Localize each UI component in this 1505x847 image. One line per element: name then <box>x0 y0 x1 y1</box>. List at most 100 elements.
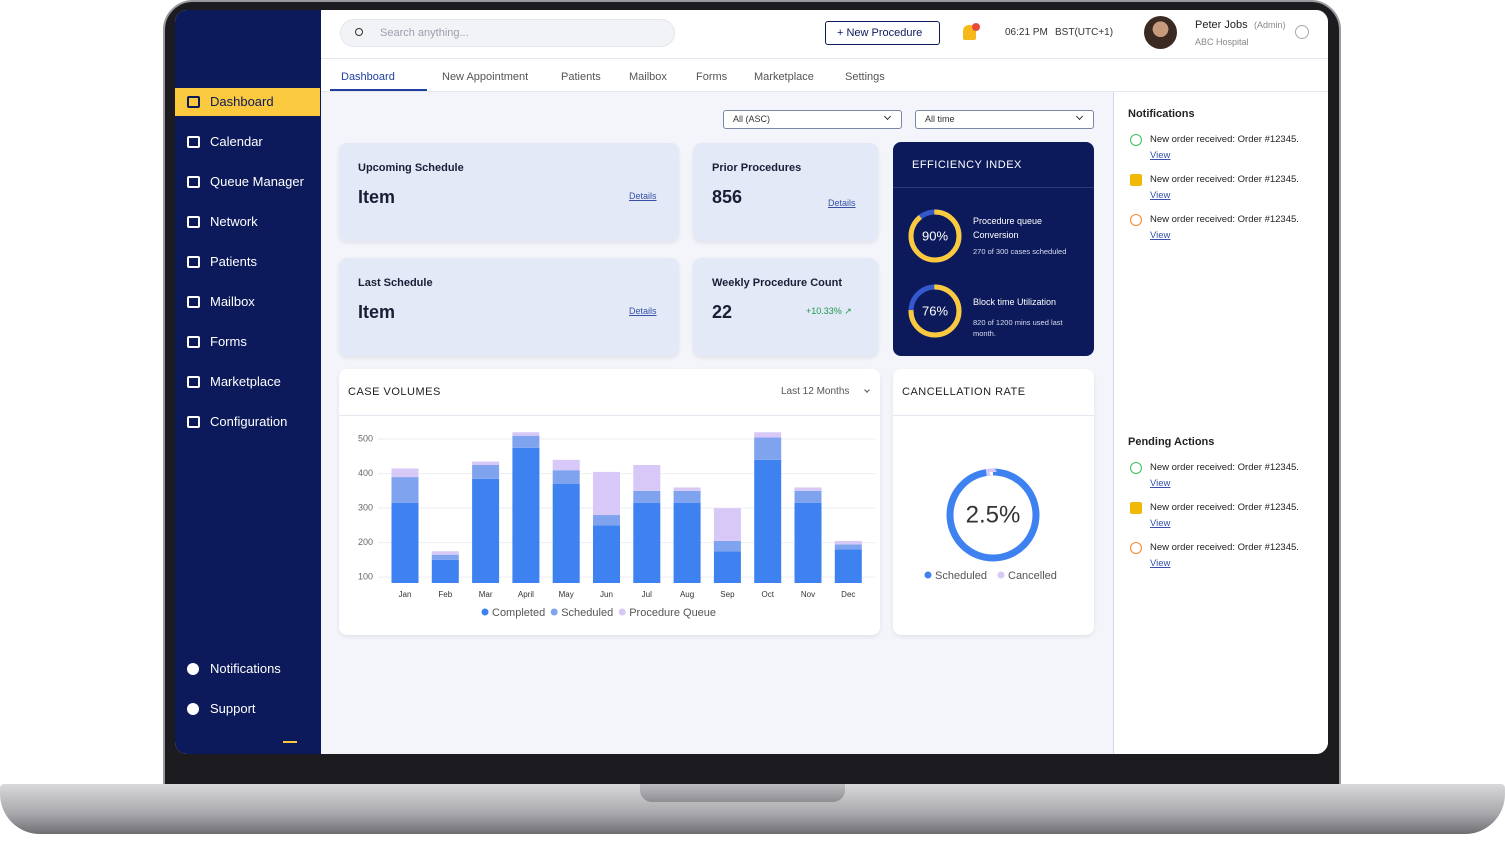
stat-card <box>693 143 878 241</box>
efficiency-item-detail: 270 of 300 cases scheduled <box>973 247 1067 256</box>
sidebar-item[interactable]: Notifications <box>210 661 281 676</box>
details-link[interactable]: Details <box>629 191 657 201</box>
organization: ABC Hospital <box>1195 37 1249 47</box>
user-role: (Admin) <box>1254 20 1286 30</box>
search-icon <box>355 28 363 36</box>
notification-text: New order received: Order #12345. <box>1150 542 1299 553</box>
status-icon <box>1130 134 1142 146</box>
laptop-notch <box>640 784 845 802</box>
details-link[interactable]: Details <box>828 198 856 208</box>
sidebar-icon <box>187 416 200 428</box>
card-value: Item <box>358 187 396 207</box>
new-procedure-label: + New Procedure <box>837 27 923 39</box>
tab[interactable]: New Appointment <box>442 71 529 83</box>
sidebar-icon <box>187 703 199 715</box>
view-link[interactable]: View <box>1150 230 1171 241</box>
chart-card <box>893 369 1094 635</box>
sidebar-item[interactable]: Calendar <box>210 134 263 149</box>
collapse-icon[interactable] <box>283 741 297 743</box>
chart-title: CASE VOLUMES <box>348 386 441 398</box>
efficiency-item-title: Block time Utilization <box>973 297 1057 307</box>
notification-text: New order received: Order #12345. <box>1150 174 1299 185</box>
stat-card <box>339 143 679 241</box>
sidebar-item[interactable]: Support <box>210 701 256 716</box>
avatar <box>1144 16 1177 49</box>
card-value: 22 <box>712 302 733 322</box>
view-link[interactable]: View <box>1150 150 1171 161</box>
status-icon <box>1130 542 1142 554</box>
change-label: +10.33% ↗ <box>806 306 852 316</box>
notification-text: New order received: Order #12345. <box>1150 214 1299 225</box>
right-panel <box>1113 92 1328 754</box>
chart-card <box>339 369 880 635</box>
efficiency-title: EFFICIENCY INDEX <box>912 159 1022 171</box>
sidebar-icon <box>187 216 200 228</box>
filter-dropdown[interactable] <box>915 110 1094 129</box>
sidebar-icon <box>187 256 200 268</box>
card-title: Prior Procedures <box>712 162 802 174</box>
efficiency-item-title: Procedure queue Conversion <box>973 216 1043 240</box>
sidebar-item[interactable]: Dashboard <box>210 94 274 109</box>
user-menu[interactable] <box>1295 25 1309 39</box>
details-link[interactable]: Details <box>629 306 657 316</box>
status-icon <box>1130 174 1142 186</box>
status-icon <box>1130 502 1142 514</box>
view-link[interactable]: View <box>1150 558 1171 569</box>
sidebar-item[interactable]: Forms <box>210 334 247 349</box>
sidebar-icon <box>187 376 200 388</box>
tab[interactable]: Patients <box>561 71 601 83</box>
filter-label: All time <box>925 114 955 124</box>
card-title: Last Schedule <box>358 277 433 289</box>
tab[interactable]: Forms <box>696 71 728 83</box>
sidebar-item[interactable]: Patients <box>210 254 257 269</box>
status-icon <box>1130 214 1142 226</box>
view-link[interactable]: View <box>1150 518 1171 529</box>
sidebar-icon <box>187 176 200 188</box>
chart-title: CANCELLATION RATE <box>902 386 1026 398</box>
tab[interactable]: Mailbox <box>629 71 667 83</box>
sidebar-icon <box>187 96 200 108</box>
bell-badge <box>972 23 980 31</box>
tab-bar <box>321 59 1328 92</box>
new-procedure-button[interactable] <box>825 21 940 45</box>
tab[interactable]: Marketplace <box>754 71 814 83</box>
sidebar-icon <box>187 663 199 675</box>
card-divider <box>893 415 1094 416</box>
period-dropdown[interactable]: Last 12 Months <box>781 386 850 397</box>
search-box[interactable] <box>340 19 675 47</box>
filter-dropdown[interactable] <box>723 110 902 129</box>
sidebar-icon <box>187 336 200 348</box>
tab-underline <box>330 89 427 91</box>
status-icon <box>1130 462 1142 474</box>
view-link[interactable]: View <box>1150 478 1171 489</box>
notification-text: New order received: Order #12345. <box>1150 502 1299 513</box>
efficiency-item-detail: 820 of 1200 mins used last month. <box>973 318 1063 338</box>
panel-title: Pending Actions <box>1128 436 1215 448</box>
search-placeholder: Search anything... <box>380 27 469 39</box>
time: 06:21 PM <box>1005 27 1048 38</box>
sidebar-icon <box>187 136 200 148</box>
tab[interactable]: Dashboard <box>341 71 395 83</box>
stat-card <box>339 258 679 356</box>
notification-text: New order received: Order #12345. <box>1150 462 1299 473</box>
card-value: 856 <box>712 187 743 207</box>
sidebar-item[interactable]: Queue Manager <box>210 174 304 189</box>
sidebar-item[interactable]: Marketplace <box>210 374 281 389</box>
card-value: Item <box>358 302 396 322</box>
efficiency-divider <box>893 187 1094 188</box>
sidebar-item[interactable]: Mailbox <box>210 294 255 309</box>
tab[interactable]: Settings <box>845 71 885 83</box>
card-title: Weekly Procedure Count <box>712 277 842 289</box>
panel-title: Notifications <box>1128 108 1195 120</box>
sidebar-item[interactable]: Configuration <box>210 414 288 429</box>
user-name: Peter Jobs <box>1195 19 1248 31</box>
filter-label: All (ASC) <box>733 114 771 124</box>
view-link[interactable]: View <box>1150 190 1171 201</box>
card-title: Upcoming Schedule <box>358 162 464 174</box>
stat-card <box>693 258 878 356</box>
card-divider <box>339 415 880 416</box>
sidebar-icon <box>187 296 200 308</box>
sidebar-item[interactable]: Network <box>210 214 258 229</box>
notification-text: New order received: Order #12345. <box>1150 134 1299 145</box>
